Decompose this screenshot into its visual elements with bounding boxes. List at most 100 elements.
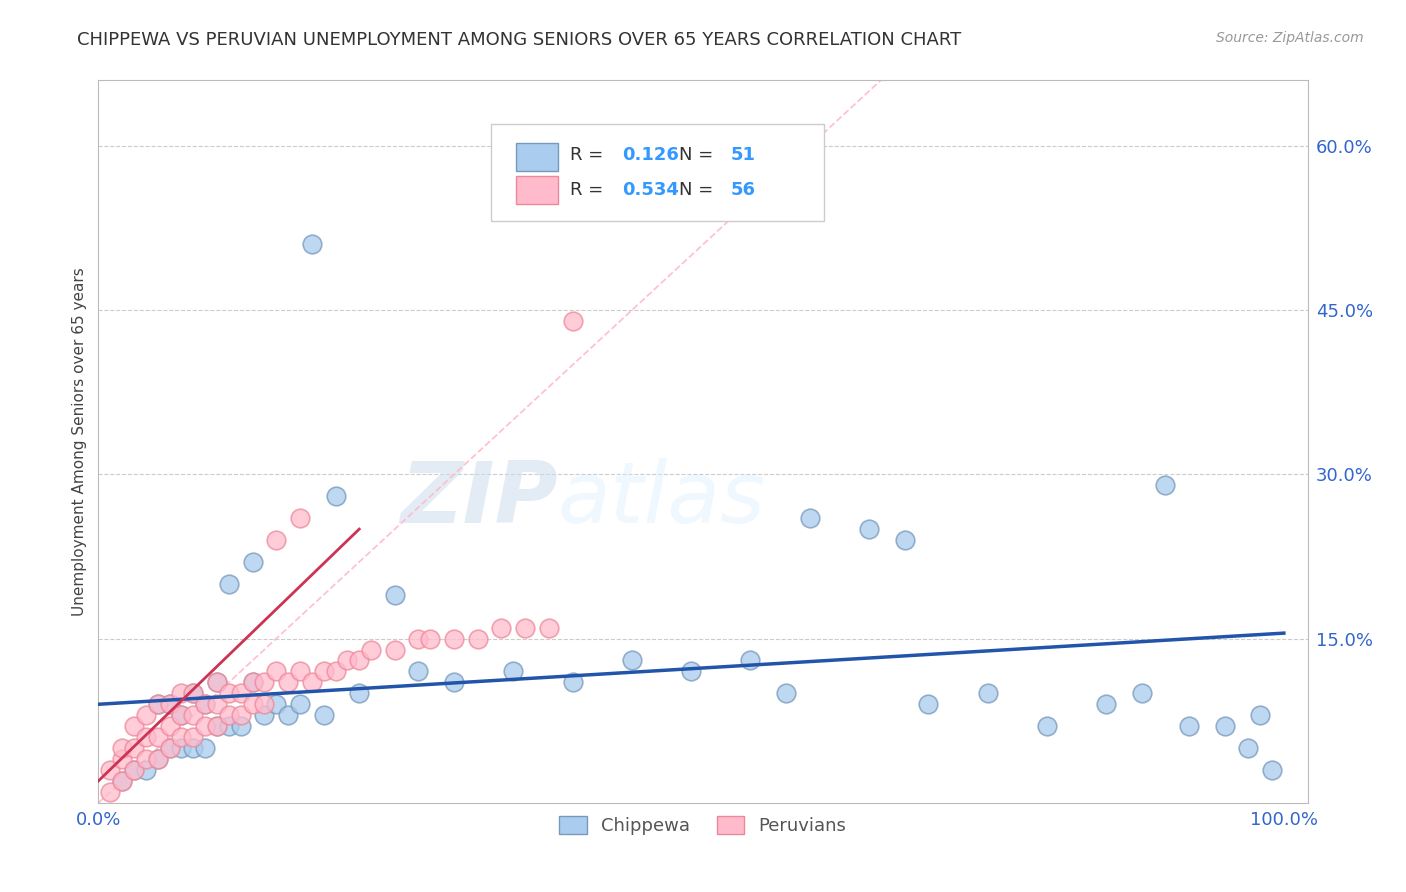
- Point: [408, 632, 430, 646]
- Point: [277, 708, 299, 723]
- Point: [561, 675, 583, 690]
- Point: [135, 708, 157, 723]
- Point: [384, 588, 406, 602]
- Point: [253, 708, 276, 723]
- Point: [218, 719, 240, 733]
- Point: [159, 719, 181, 733]
- Point: [146, 698, 169, 712]
- Point: [336, 653, 359, 667]
- Text: Source: ZipAtlas.com: Source: ZipAtlas.com: [1216, 31, 1364, 45]
- Text: ZIP: ZIP: [401, 458, 558, 541]
- Point: [205, 719, 228, 733]
- Point: [917, 698, 939, 712]
- Point: [194, 698, 217, 712]
- Point: [146, 752, 169, 766]
- Point: [159, 698, 181, 712]
- Point: [1237, 741, 1260, 756]
- Point: [242, 698, 264, 712]
- Point: [194, 741, 217, 756]
- Point: [976, 686, 998, 700]
- Text: atlas: atlas: [558, 458, 766, 541]
- Point: [1130, 686, 1153, 700]
- Text: 0.534: 0.534: [621, 181, 679, 199]
- Point: [799, 511, 821, 525]
- Point: [253, 675, 276, 690]
- Point: [325, 489, 347, 503]
- Point: [159, 741, 181, 756]
- Point: [205, 719, 228, 733]
- Text: N =: N =: [679, 181, 718, 199]
- Point: [443, 675, 465, 690]
- Point: [502, 665, 524, 679]
- Point: [111, 773, 134, 788]
- Point: [159, 698, 181, 712]
- Y-axis label: Unemployment Among Seniors over 65 years: Unemployment Among Seniors over 65 years: [72, 268, 87, 615]
- FancyBboxPatch shape: [516, 177, 558, 204]
- Point: [893, 533, 915, 547]
- Point: [384, 642, 406, 657]
- Point: [205, 698, 228, 712]
- Text: R =: R =: [569, 145, 609, 164]
- Point: [98, 785, 121, 799]
- Point: [408, 665, 430, 679]
- Point: [181, 686, 204, 700]
- Point: [242, 555, 264, 569]
- Point: [205, 675, 228, 690]
- Text: CHIPPEWA VS PERUVIAN UNEMPLOYMENT AMONG SENIORS OVER 65 YEARS CORRELATION CHART: CHIPPEWA VS PERUVIAN UNEMPLOYMENT AMONG …: [77, 31, 962, 49]
- Point: [170, 686, 193, 700]
- Point: [775, 686, 797, 700]
- Point: [1036, 719, 1059, 733]
- Point: [264, 665, 287, 679]
- Point: [170, 708, 193, 723]
- Text: 56: 56: [731, 181, 756, 199]
- Point: [325, 665, 347, 679]
- Point: [242, 675, 264, 690]
- Point: [858, 522, 880, 536]
- Point: [122, 763, 145, 777]
- Point: [264, 698, 287, 712]
- Point: [360, 642, 382, 657]
- Point: [181, 741, 204, 756]
- FancyBboxPatch shape: [516, 143, 558, 170]
- Point: [1249, 708, 1271, 723]
- Point: [122, 763, 145, 777]
- Point: [1095, 698, 1118, 712]
- Point: [288, 698, 311, 712]
- Point: [288, 665, 311, 679]
- Point: [1178, 719, 1201, 733]
- Point: [181, 708, 204, 723]
- Point: [194, 698, 217, 712]
- Point: [218, 577, 240, 591]
- Point: [229, 719, 252, 733]
- Point: [111, 752, 134, 766]
- Point: [301, 237, 323, 252]
- FancyBboxPatch shape: [492, 124, 824, 221]
- Point: [194, 719, 217, 733]
- Point: [218, 708, 240, 723]
- Point: [491, 621, 513, 635]
- Point: [312, 708, 335, 723]
- Point: [515, 621, 537, 635]
- Point: [347, 653, 370, 667]
- Point: [122, 719, 145, 733]
- Point: [159, 741, 181, 756]
- Point: [111, 773, 134, 788]
- Point: [1213, 719, 1236, 733]
- Point: [170, 741, 193, 756]
- Point: [681, 665, 703, 679]
- Point: [537, 621, 560, 635]
- Point: [135, 752, 157, 766]
- Point: [135, 763, 157, 777]
- Point: [146, 752, 169, 766]
- Point: [253, 698, 276, 712]
- Point: [740, 653, 762, 667]
- Text: 51: 51: [731, 145, 756, 164]
- Point: [419, 632, 441, 646]
- Point: [229, 686, 252, 700]
- Point: [98, 763, 121, 777]
- Point: [1154, 478, 1177, 492]
- Point: [264, 533, 287, 547]
- Point: [301, 675, 323, 690]
- Point: [135, 730, 157, 744]
- Text: R =: R =: [569, 181, 609, 199]
